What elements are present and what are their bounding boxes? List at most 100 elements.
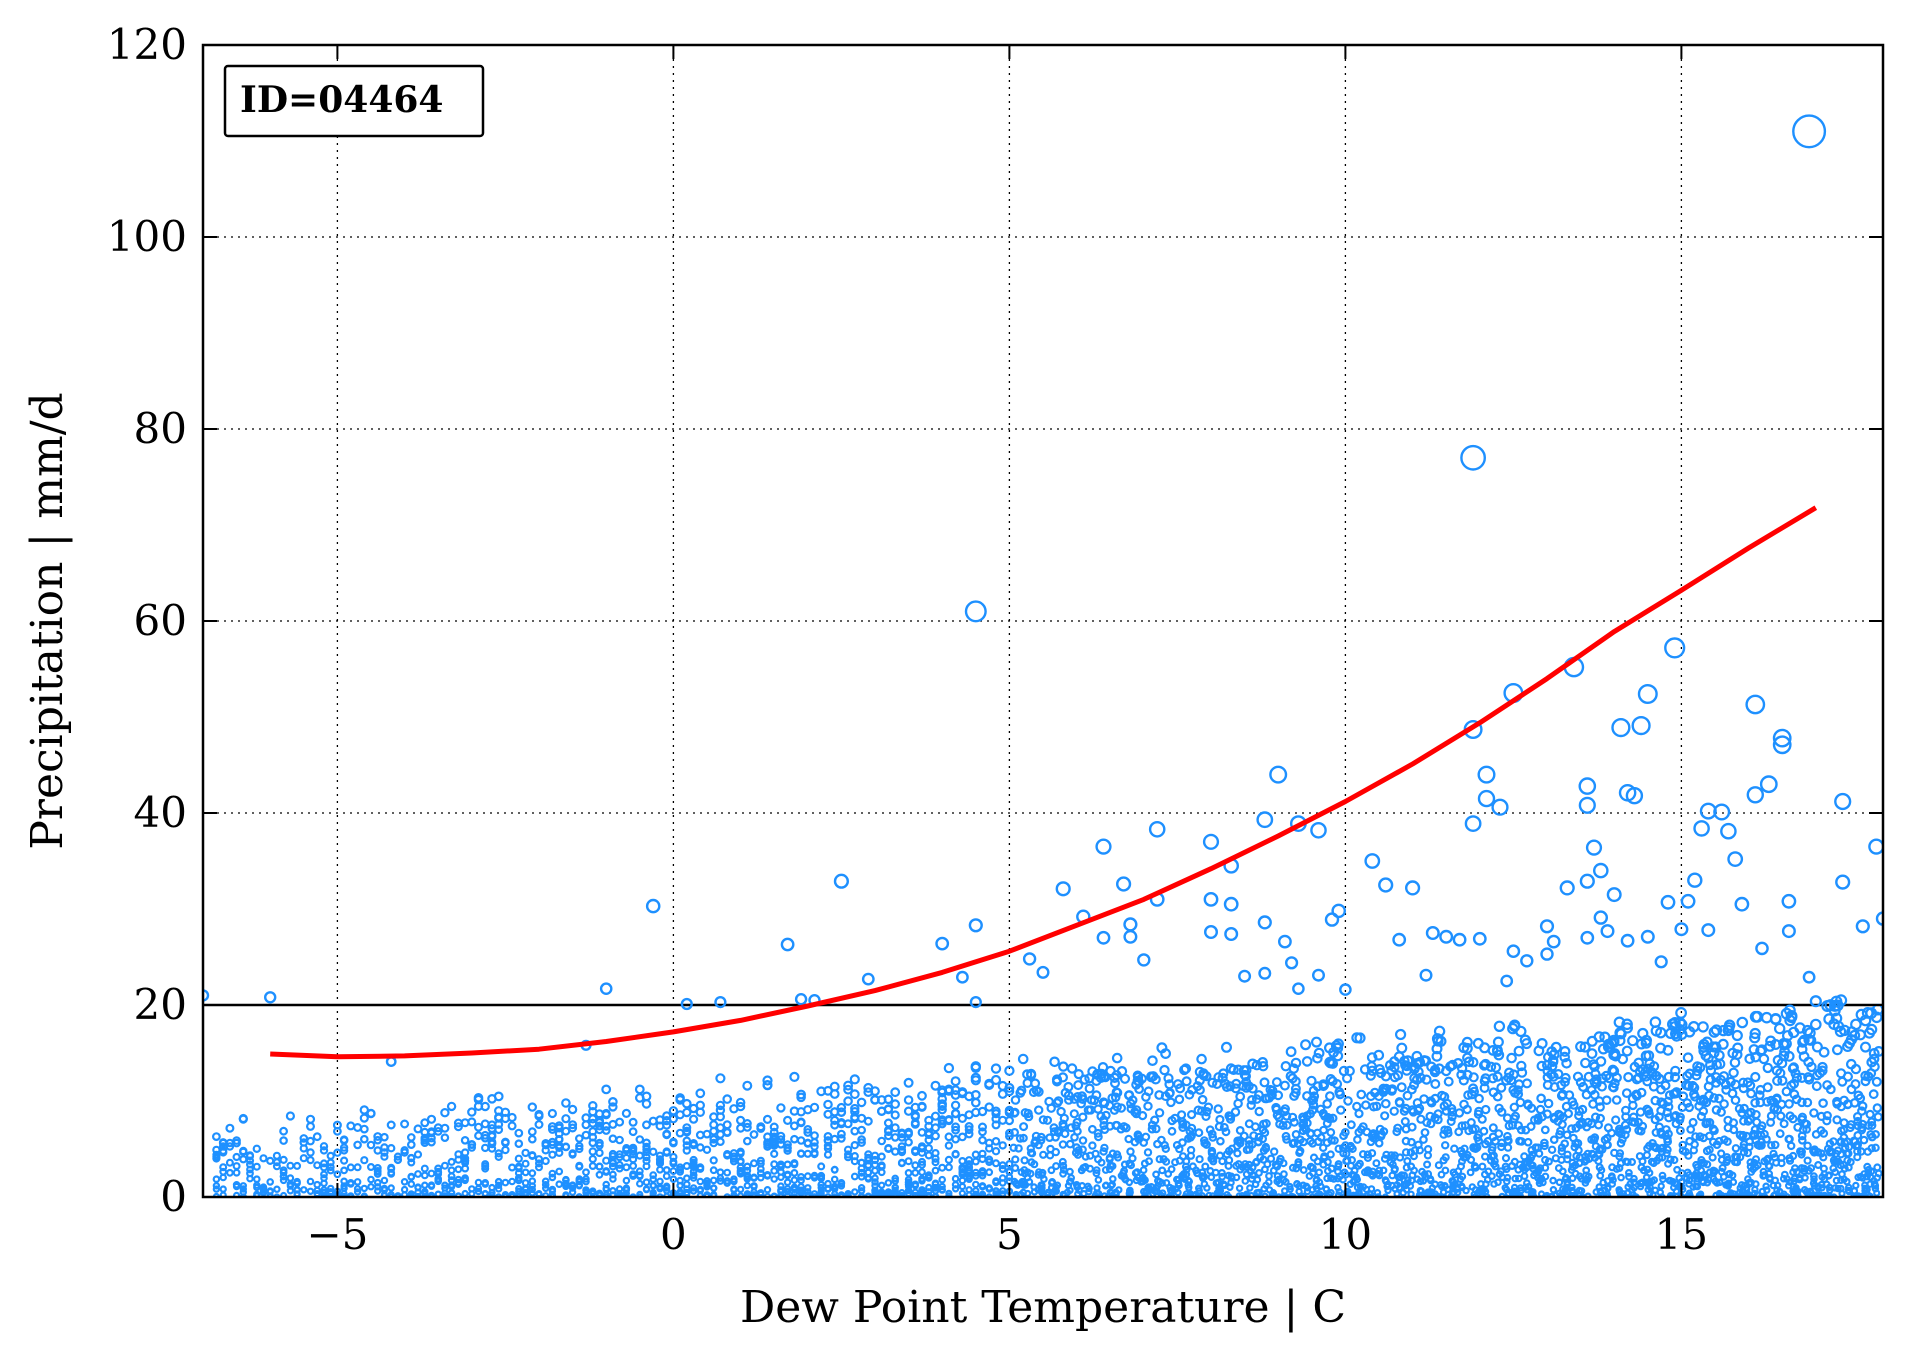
- data-point: [1556, 1126, 1565, 1136]
- data-point: [1764, 1040, 1776, 1052]
- data-point: [1213, 1104, 1223, 1114]
- data-point: [367, 1162, 376, 1171]
- data-point: [1744, 1053, 1755, 1065]
- data-point: [594, 1115, 605, 1126]
- data-point: [500, 1107, 511, 1118]
- data-point: [1125, 1159, 1134, 1168]
- data-point: [1560, 1072, 1571, 1084]
- data-point: [1711, 1105, 1722, 1115]
- data-point: [299, 1134, 309, 1143]
- data-point: [1749, 1032, 1761, 1044]
- data-point: [306, 1177, 315, 1186]
- data-point: [541, 1181, 550, 1189]
- data-point: [655, 1159, 664, 1168]
- data-point: [965, 1172, 973, 1180]
- data-point: [1279, 1106, 1290, 1117]
- data-point: [985, 1184, 993, 1192]
- data-point: [1792, 114, 1827, 149]
- data-point: [817, 1187, 825, 1196]
- data-point: [1785, 1134, 1794, 1144]
- data-point: [1198, 1172, 1207, 1180]
- data-point: [266, 1178, 275, 1186]
- data-point: [1318, 1079, 1329, 1090]
- data-point: [1689, 1183, 1697, 1191]
- data-point: [710, 1184, 718, 1192]
- data-point: [1072, 1117, 1082, 1127]
- data-point: [1675, 1115, 1685, 1125]
- data-point: [1513, 1089, 1524, 1099]
- data-point: [1526, 1121, 1536, 1131]
- data-point: [1871, 1181, 1880, 1190]
- data-point: [1660, 894, 1676, 910]
- data-point: [1755, 1141, 1764, 1151]
- data-point: [1323, 1157, 1332, 1166]
- data-point: [1743, 1116, 1753, 1126]
- data-point: [1037, 1181, 1045, 1189]
- data-point: [1246, 1100, 1256, 1111]
- data-point: [1828, 1004, 1841, 1017]
- data-point: [776, 1131, 786, 1141]
- data-point: [1251, 1180, 1260, 1189]
- data-point: [1111, 1087, 1122, 1097]
- data-point: [1857, 1125, 1867, 1135]
- data-point: [1058, 1061, 1069, 1072]
- data-point: [1780, 1038, 1792, 1050]
- data-point: [1567, 1097, 1578, 1107]
- data-point: [219, 1173, 228, 1182]
- data-point: [467, 1117, 477, 1127]
- data-point: [1327, 1164, 1336, 1173]
- data-point: [1746, 786, 1765, 804]
- data-point: [1675, 1007, 1687, 1019]
- data-point: [1493, 1049, 1505, 1061]
- data-point: [1027, 1149, 1037, 1158]
- data-point: [1803, 1141, 1812, 1151]
- data-point: [1147, 1055, 1158, 1066]
- data-point: [1020, 1181, 1028, 1189]
- data-point: [850, 1151, 859, 1161]
- data-point: [1504, 1136, 1513, 1146]
- data-point: [1514, 1165, 1523, 1174]
- data-point: [1252, 1094, 1262, 1104]
- data-point: [1601, 1070, 1612, 1082]
- data-point: [1374, 1138, 1384, 1148]
- data-point: [864, 1175, 873, 1183]
- data-point: [1425, 926, 1440, 941]
- data-point: [252, 1175, 261, 1184]
- data-point: [957, 1087, 968, 1097]
- data-point: [1014, 1144, 1023, 1153]
- data-point: [1746, 1088, 1756, 1099]
- data-point: [715, 1073, 726, 1084]
- data-point: [756, 1169, 765, 1177]
- data-point: [1658, 1171, 1667, 1180]
- data-point: [434, 1167, 443, 1176]
- data-point: [380, 1152, 389, 1161]
- data-point: [1804, 1027, 1816, 1039]
- data-point: [582, 1175, 590, 1183]
- data-point: [1063, 1081, 1074, 1092]
- data-point: [1814, 1160, 1823, 1169]
- data-point: [1154, 1108, 1165, 1118]
- data-point: [1669, 1183, 1678, 1192]
- data-point: [1392, 1127, 1402, 1137]
- data-point: [1346, 1161, 1355, 1170]
- data-point: [777, 1186, 785, 1194]
- data-point: [1454, 1127, 1464, 1137]
- data-points: [203, 114, 1883, 1068]
- data-point: [1809, 1108, 1819, 1118]
- data-point: [1116, 1065, 1128, 1077]
- data-point: [1785, 1010, 1798, 1022]
- data-point: [1627, 1157, 1636, 1166]
- data-point: [931, 1158, 940, 1167]
- data-point: [487, 1144, 497, 1153]
- data-point: [857, 1138, 866, 1147]
- data-point: [944, 1115, 954, 1126]
- data-point: [796, 1089, 806, 1100]
- data-point: [695, 1130, 705, 1140]
- data-point: [1355, 1159, 1364, 1168]
- data-point: [930, 1111, 941, 1121]
- data-point: [723, 1151, 732, 1160]
- data-point: [1822, 1080, 1833, 1091]
- data-point: [582, 1168, 590, 1177]
- data-point: [1271, 1077, 1282, 1088]
